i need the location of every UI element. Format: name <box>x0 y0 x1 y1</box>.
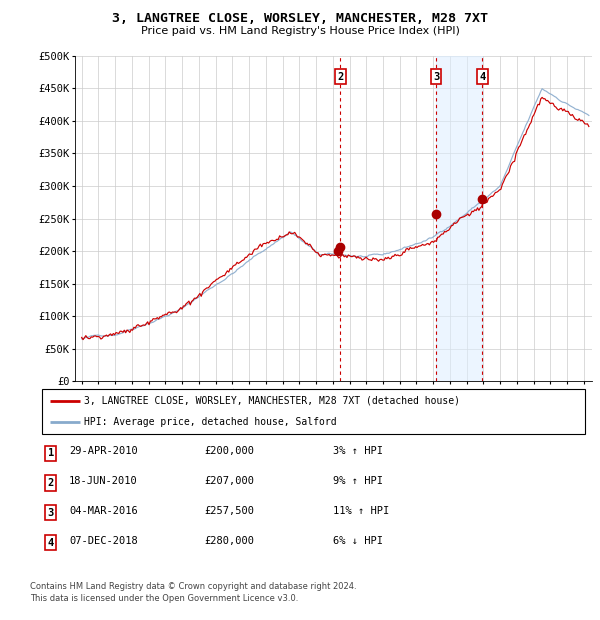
Text: 3: 3 <box>433 72 439 82</box>
Text: 3, LANGTREE CLOSE, WORSLEY, MANCHESTER, M28 7XT (detached house): 3, LANGTREE CLOSE, WORSLEY, MANCHESTER, … <box>85 396 460 406</box>
Bar <box>436 56 482 381</box>
Text: 29-APR-2010: 29-APR-2010 <box>69 446 138 456</box>
Text: 9% ↑ HPI: 9% ↑ HPI <box>333 476 383 486</box>
Text: Price paid vs. HM Land Registry's House Price Index (HPI): Price paid vs. HM Land Registry's House … <box>140 26 460 36</box>
Text: Contains HM Land Registry data © Crown copyright and database right 2024.: Contains HM Land Registry data © Crown c… <box>30 582 356 591</box>
Text: This data is licensed under the Open Government Licence v3.0.: This data is licensed under the Open Gov… <box>30 593 298 603</box>
Text: 07-DEC-2018: 07-DEC-2018 <box>69 536 138 546</box>
Text: £280,000: £280,000 <box>204 536 254 546</box>
Text: 2: 2 <box>337 72 344 82</box>
Text: 4: 4 <box>47 538 54 547</box>
Text: 4: 4 <box>479 72 485 82</box>
Text: £200,000: £200,000 <box>204 446 254 456</box>
Text: 6% ↓ HPI: 6% ↓ HPI <box>333 536 383 546</box>
Text: £257,500: £257,500 <box>204 506 254 516</box>
Text: 04-MAR-2016: 04-MAR-2016 <box>69 506 138 516</box>
Text: HPI: Average price, detached house, Salford: HPI: Average price, detached house, Salf… <box>85 417 337 427</box>
Text: 11% ↑ HPI: 11% ↑ HPI <box>333 506 389 516</box>
Text: 18-JUN-2010: 18-JUN-2010 <box>69 476 138 486</box>
Text: 3, LANGTREE CLOSE, WORSLEY, MANCHESTER, M28 7XT: 3, LANGTREE CLOSE, WORSLEY, MANCHESTER, … <box>112 12 488 25</box>
Text: 2: 2 <box>47 478 54 488</box>
Text: 3: 3 <box>47 508 54 518</box>
Text: £207,000: £207,000 <box>204 476 254 486</box>
Text: 3% ↑ HPI: 3% ↑ HPI <box>333 446 383 456</box>
Text: 1: 1 <box>47 448 54 458</box>
